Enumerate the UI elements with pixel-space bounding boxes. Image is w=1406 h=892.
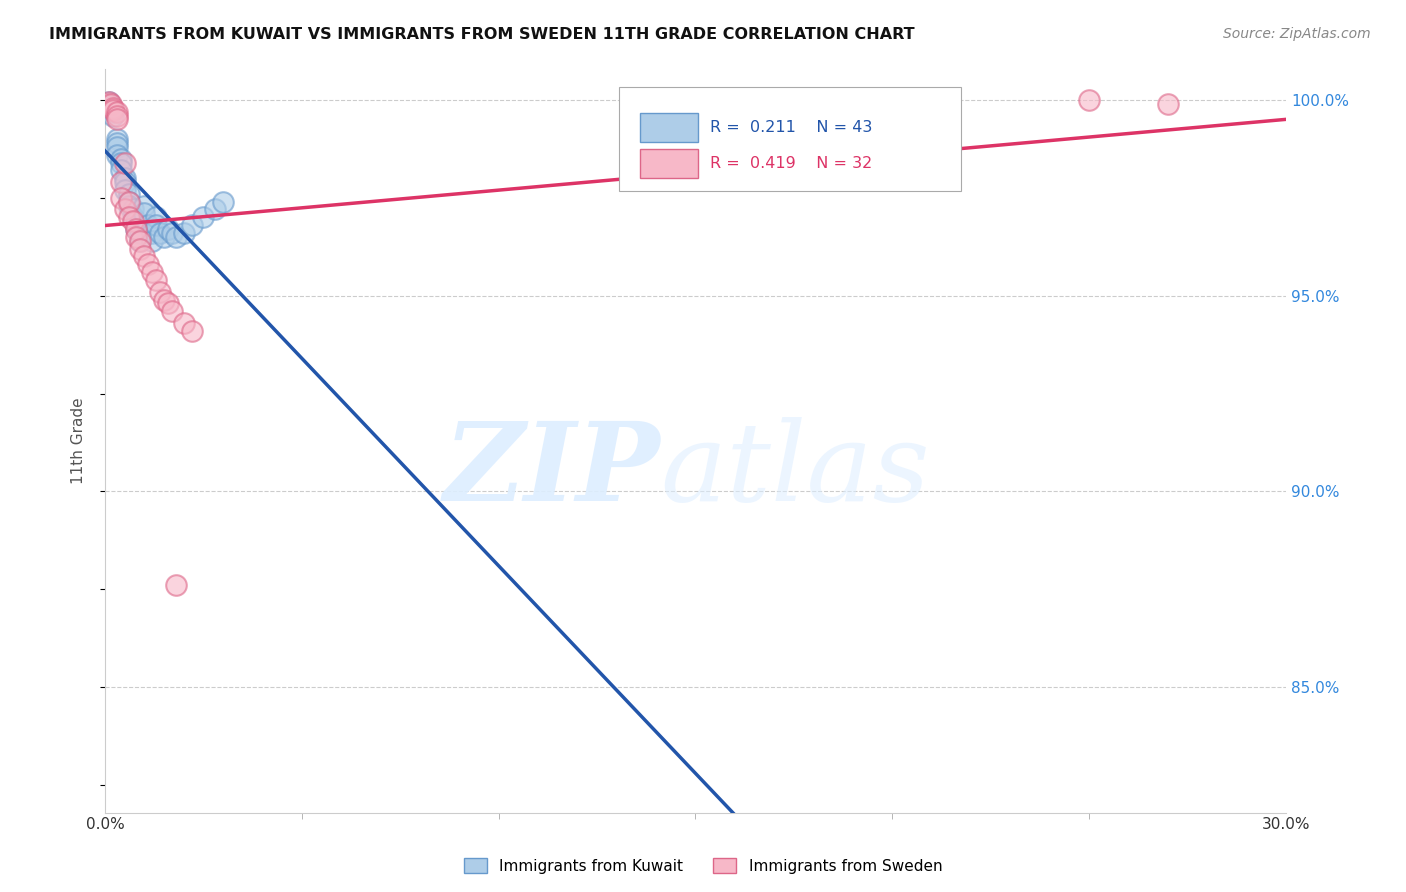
- Point: [129, 226, 152, 240]
- Point: [110, 163, 132, 178]
- Point: [96, 96, 118, 111]
- Point: [101, 108, 124, 122]
- Point: [105, 140, 128, 154]
- Point: [136, 257, 159, 271]
- Point: [117, 198, 139, 212]
- Point: [204, 202, 226, 217]
- Point: [129, 242, 152, 256]
- Point: [105, 136, 128, 150]
- Point: [97, 95, 120, 109]
- Point: [114, 155, 136, 169]
- Point: [117, 194, 139, 209]
- Point: [145, 218, 167, 232]
- Point: [110, 152, 132, 166]
- FancyBboxPatch shape: [640, 148, 697, 178]
- Point: [1078, 93, 1101, 107]
- Point: [121, 214, 143, 228]
- Point: [153, 230, 176, 244]
- Text: atlas: atlas: [659, 417, 929, 524]
- Point: [117, 211, 139, 225]
- Point: [96, 96, 118, 111]
- Point: [110, 155, 132, 169]
- Point: [114, 183, 136, 197]
- Point: [117, 186, 139, 201]
- Point: [101, 103, 124, 117]
- Point: [125, 222, 148, 236]
- Text: ZIP: ZIP: [443, 417, 659, 524]
- Point: [121, 211, 143, 225]
- Point: [125, 230, 148, 244]
- Point: [101, 103, 124, 117]
- Point: [125, 214, 148, 228]
- Point: [114, 175, 136, 189]
- Point: [180, 324, 202, 338]
- Point: [110, 175, 132, 189]
- Point: [145, 273, 167, 287]
- Point: [141, 265, 163, 279]
- FancyBboxPatch shape: [640, 112, 697, 143]
- Text: Source: ZipAtlas.com: Source: ZipAtlas.com: [1223, 27, 1371, 41]
- Point: [100, 99, 122, 113]
- Point: [193, 211, 215, 225]
- Point: [141, 234, 163, 248]
- Point: [1157, 96, 1180, 111]
- Point: [117, 194, 139, 209]
- Point: [105, 104, 128, 119]
- Point: [105, 132, 128, 146]
- Point: [160, 226, 183, 240]
- Point: [153, 293, 176, 307]
- Point: [134, 206, 156, 220]
- Text: R =  0.419    N = 32: R = 0.419 N = 32: [710, 156, 872, 171]
- Point: [160, 304, 183, 318]
- Point: [110, 191, 132, 205]
- Point: [145, 211, 167, 225]
- Point: [156, 222, 179, 236]
- Y-axis label: 11th Grade: 11th Grade: [72, 397, 86, 483]
- Point: [149, 285, 172, 299]
- Point: [141, 226, 163, 240]
- Point: [165, 230, 187, 244]
- Point: [125, 222, 148, 236]
- Point: [180, 218, 202, 232]
- Point: [173, 226, 195, 240]
- Point: [114, 171, 136, 186]
- Point: [129, 234, 152, 248]
- Point: [134, 198, 156, 212]
- Point: [101, 104, 124, 119]
- Point: [100, 96, 122, 111]
- Point: [149, 226, 172, 240]
- Text: IMMIGRANTS FROM KUWAIT VS IMMIGRANTS FROM SWEDEN 11TH GRADE CORRELATION CHART: IMMIGRANTS FROM KUWAIT VS IMMIGRANTS FRO…: [49, 27, 915, 42]
- Point: [212, 194, 235, 209]
- Point: [173, 316, 195, 330]
- Point: [105, 112, 128, 127]
- Point: [129, 234, 152, 248]
- Point: [101, 101, 124, 115]
- Legend: Immigrants from Kuwait, Immigrants from Sweden: Immigrants from Kuwait, Immigrants from …: [458, 852, 948, 880]
- Point: [134, 250, 156, 264]
- Point: [105, 147, 128, 161]
- Point: [114, 202, 136, 217]
- Point: [121, 202, 143, 217]
- Point: [156, 296, 179, 310]
- Point: [136, 218, 159, 232]
- Point: [165, 578, 187, 592]
- FancyBboxPatch shape: [619, 87, 962, 191]
- Point: [97, 95, 120, 109]
- Point: [105, 108, 128, 122]
- Text: R =  0.211    N = 43: R = 0.211 N = 43: [710, 120, 872, 135]
- Point: [97, 101, 120, 115]
